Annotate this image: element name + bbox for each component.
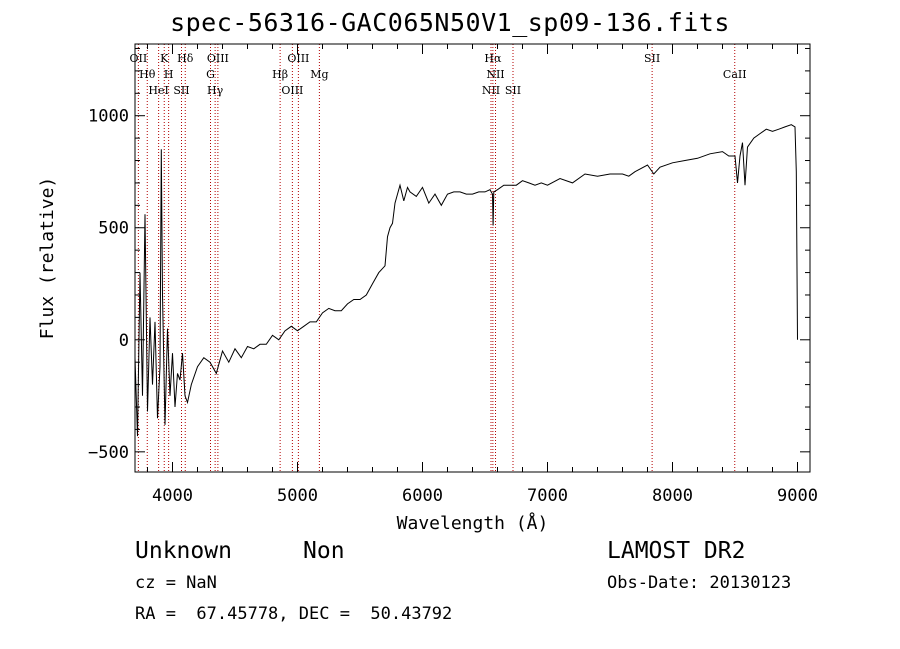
chart-title: spec-56316-GAC065N50V1_sp09-136.fits [170,8,730,37]
x-tick-label: 9000 [777,486,818,506]
plot-frame [134,43,811,473]
line-label: OII [130,52,148,65]
x-tick-label: 6000 [402,486,443,506]
line-label: G [206,68,215,81]
line-label: SII [644,52,660,65]
line-label: Hδ [177,52,194,65]
line-label: Hβ [272,68,288,81]
y-tick-label: 0 [119,331,129,351]
survey-name: LAMOST DR2 [607,538,746,564]
y-tick-label: 1000 [88,107,129,127]
obs-date-text: Obs-Date: 20130123 [607,573,792,593]
x-axis-label: Wavelength (Å) [397,512,549,534]
line-label: CaII [723,68,747,81]
line-label: HeI [148,84,168,97]
line-label: Hθ [139,68,156,81]
x-tick-label: 4000 [152,486,193,506]
line-label: Hα [484,52,502,65]
y-tick-label: 500 [98,219,129,239]
x-tick-label: 7000 [527,486,568,506]
line-label: OIII [281,84,303,97]
y-tick-label: −500 [88,443,129,463]
line-label: K [160,52,169,65]
line-label: OIII [287,52,309,65]
y-axis-label: Flux (relative) [37,177,58,340]
line-label: Hγ [207,84,224,97]
object-class: Unknown [135,538,232,564]
line-label: Mg [310,68,328,81]
line-label: SII [173,84,189,97]
redshift-text: cz = NaN [135,573,217,593]
x-tick-label: 5000 [277,486,318,506]
line-label: NII [486,68,504,81]
x-tick-label: 8000 [652,486,693,506]
line-label: SII [505,84,521,97]
coordinates-text: RA = 67.45778, DEC = 50.43792 [135,604,453,624]
spectrum-line [134,124,798,437]
object-subclass: Non [303,538,345,564]
line-label: OIII [207,52,229,65]
line-label: NII [482,84,500,97]
line-label: H [164,68,174,81]
